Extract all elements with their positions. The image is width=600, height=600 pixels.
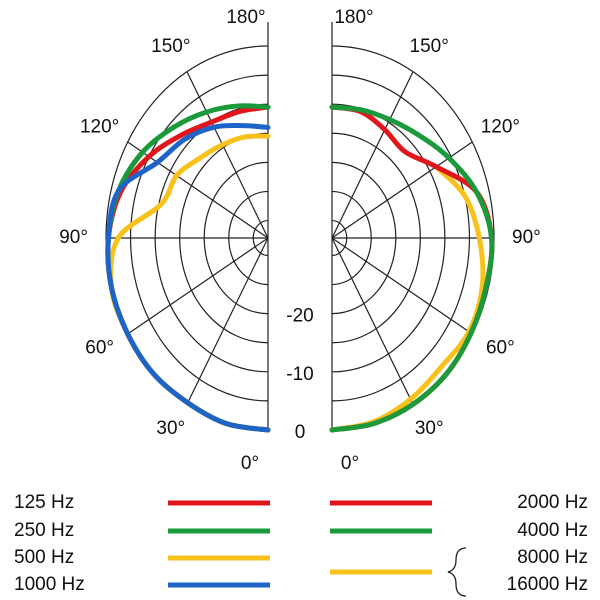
legend-label: 250 Hz — [14, 520, 74, 541]
x-tick-label: 0° — [241, 453, 259, 474]
series-line — [329, 104, 495, 433]
series-line — [105, 104, 271, 433]
spoke — [127, 141, 269, 239]
legend-label: 125 Hz — [14, 492, 74, 513]
spoke — [331, 237, 473, 335]
legend-label: 500 Hz — [14, 547, 74, 568]
x-tick-label: 180° — [334, 7, 373, 28]
spoke — [331, 141, 473, 239]
x-tick-label: 150° — [410, 36, 449, 57]
series-line — [105, 103, 271, 433]
x-tick-label: 120° — [481, 117, 520, 138]
series-line — [329, 164, 486, 433]
spoke — [186, 71, 269, 239]
x-tick-label: 120° — [80, 117, 119, 138]
legend-label: 4000 Hz — [517, 520, 588, 541]
legend-label: 2000 Hz — [517, 492, 588, 513]
x-tick-label: 150° — [151, 36, 190, 57]
legend-brace — [447, 547, 467, 597]
x-tick-label: 60° — [486, 337, 515, 358]
x-tick-label: 0° — [341, 453, 359, 474]
x-tick-label: 60° — [85, 337, 114, 358]
x-tick-label: 30° — [156, 418, 185, 439]
legend-label: 8000 Hz — [517, 547, 588, 568]
r-tick-label: 0 — [295, 422, 306, 443]
legend-label: 16000 Hz — [507, 574, 588, 595]
r-tick-label: -10 — [286, 364, 313, 385]
spoke — [331, 71, 414, 239]
r-tick-label: -20 — [286, 306, 313, 327]
x-tick-label: 180° — [226, 7, 265, 28]
spoke — [127, 237, 269, 335]
series-line — [108, 133, 271, 433]
series-line — [105, 122, 271, 433]
x-tick-label: 30° — [415, 418, 444, 439]
spoke — [331, 237, 414, 405]
legend-label: 1000 Hz — [14, 574, 85, 595]
x-tick-label: 90° — [59, 227, 88, 248]
x-tick-label: 90° — [512, 227, 541, 248]
spoke — [186, 237, 269, 405]
series-line — [329, 104, 495, 433]
